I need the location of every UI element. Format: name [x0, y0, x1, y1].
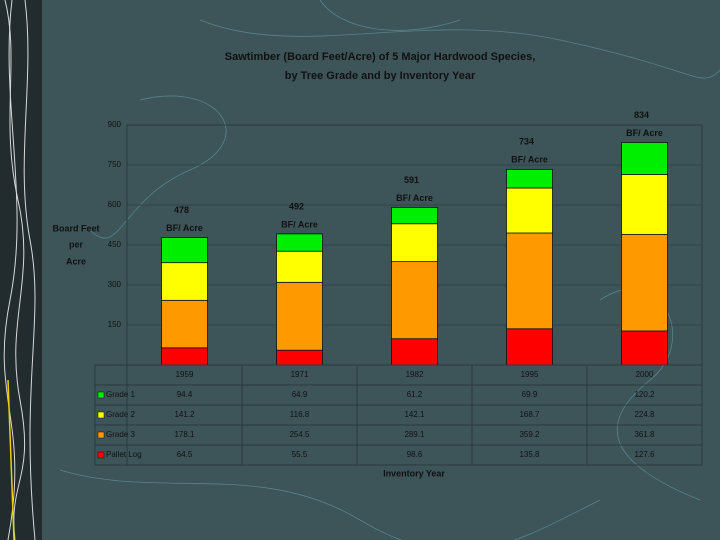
table-cell: 141.2	[174, 410, 195, 419]
bar-segment	[276, 349, 323, 366]
chart-subtitle: by Tree Grade and by Inventory Year	[285, 70, 476, 82]
bar-segment	[276, 250, 323, 283]
table-cell: 116.8	[290, 410, 310, 419]
bar-segment	[391, 261, 438, 340]
legend-swatch	[97, 451, 105, 459]
y-axis-label: Board Feet	[52, 223, 99, 233]
y-tick-label: 600	[108, 200, 122, 209]
x-axis-label: Inventory Year	[383, 468, 445, 478]
bar-segment	[276, 233, 323, 252]
bar-segment	[506, 328, 553, 366]
total-unit: BF/ Acre	[626, 128, 663, 138]
bar-segment	[161, 299, 208, 349]
chart-title: Sawtimber (Board Feet/Acre) of 5 Major H…	[225, 51, 536, 63]
bar-segment	[506, 232, 553, 330]
legend-label: Grade 3	[106, 430, 135, 439]
table-cell: 224.8	[634, 410, 655, 419]
y-tick-label: 900	[108, 120, 122, 129]
bar-segment	[161, 237, 208, 264]
y-tick-label: 450	[108, 240, 122, 249]
table-cell: 289.1	[404, 430, 425, 439]
bar-segment	[506, 187, 553, 234]
bar-segment	[161, 262, 208, 301]
total-label: 492	[289, 201, 304, 211]
table-cell: 254.5	[289, 430, 310, 439]
x-tick-label: 1959	[176, 370, 194, 379]
bar-segment	[621, 174, 668, 235]
x-tick-label: 2000	[636, 370, 654, 379]
x-tick-label: 1995	[521, 370, 539, 379]
table-cell: 359.2	[519, 430, 540, 439]
bar-segment	[161, 347, 208, 366]
total-label: 834	[634, 110, 649, 120]
y-axis-label: per	[69, 239, 84, 249]
bar-segment	[621, 330, 668, 366]
total-label: 591	[404, 175, 419, 185]
table-cell: 361.8	[634, 430, 655, 439]
table-cell: 135.8	[519, 450, 540, 459]
table-cell: 94.4	[177, 390, 193, 399]
bar-segment	[391, 338, 438, 366]
total-label: 734	[519, 137, 534, 147]
y-tick-label: 300	[108, 280, 122, 289]
table-cell: 127.6	[634, 450, 655, 459]
total-label: 478	[174, 205, 189, 215]
side-strip	[0, 0, 42, 540]
x-tick-label: 1971	[291, 370, 309, 379]
table-cell: 64.5	[177, 450, 193, 459]
legend-swatch	[97, 411, 105, 419]
table-cell: 64.9	[292, 390, 308, 399]
bar-segment	[391, 206, 438, 225]
bar-segment	[621, 142, 668, 175]
table-cell: 61.2	[407, 390, 423, 399]
total-unit: BF/ Acre	[396, 193, 433, 203]
table-cell: 142.1	[404, 410, 425, 419]
legend-swatch	[97, 431, 105, 439]
table-cell: 55.5	[292, 450, 308, 459]
side-accent	[7, 379, 15, 540]
legend-label: Pallet Log	[106, 450, 142, 459]
bar-segment	[276, 281, 323, 351]
table-cell: 69.9	[522, 390, 538, 399]
legend-label: Grade 2	[106, 410, 135, 419]
table-border	[94, 364, 703, 466]
table-cell: 98.6	[407, 450, 423, 459]
total-unit: BF/ Acre	[281, 219, 318, 229]
y-axis-label: Acre	[66, 256, 86, 266]
side-pattern	[3, 0, 36, 540]
table-cell: 178.1	[174, 430, 195, 439]
table-cell: 120.2	[634, 390, 655, 399]
legend-swatch	[97, 391, 105, 399]
y-tick-label: 150	[108, 320, 122, 329]
table-cell: 168.7	[519, 410, 540, 419]
bar-segment	[621, 234, 668, 332]
bar-segment	[506, 168, 553, 189]
total-unit: BF/ Acre	[166, 223, 203, 233]
y-tick-label: 750	[108, 160, 122, 169]
x-tick-label: 1982	[406, 370, 424, 379]
legend-label: Grade 1	[106, 390, 135, 399]
bar-segment	[391, 223, 438, 263]
total-unit: BF/ Acre	[511, 155, 548, 165]
